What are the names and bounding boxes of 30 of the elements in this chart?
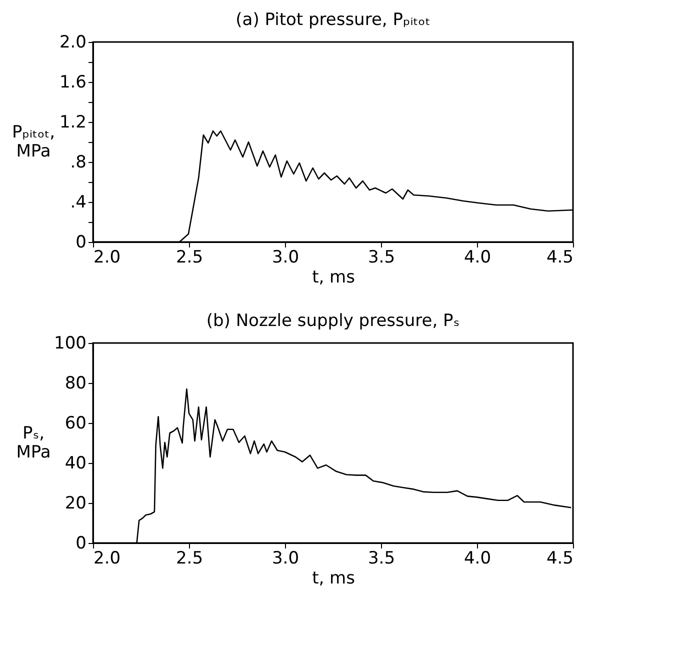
- x-tick-label: 3.5: [368, 248, 396, 268]
- y-tick-label: 80: [64, 374, 86, 394]
- y-tick-label: 100: [54, 334, 86, 354]
- y-tick-label: 0: [76, 534, 86, 554]
- y-tick-label: 1.2: [59, 112, 86, 132]
- y-tick-label: 40: [64, 454, 86, 474]
- chart-title: (a) Pitot pressure, Pₚᵢₜₒₜ: [236, 10, 430, 30]
- x-tick-label: 2.5: [176, 248, 204, 268]
- x-tick-label: 4.0: [464, 248, 492, 268]
- x-tick-label: 2.0: [94, 248, 121, 268]
- x-tick-label: 3.0: [272, 248, 300, 268]
- x-tick-label: 4.0: [464, 548, 492, 568]
- x-tick-label: 3.0: [272, 548, 300, 568]
- chart-title: (b) Nozzle supply pressure, Pₛ: [206, 311, 460, 331]
- x-tick-label: 2.0: [94, 548, 121, 568]
- y-tick-label: 1.6: [59, 72, 86, 92]
- y-tick-label: .8: [70, 152, 86, 172]
- x-tick-label: 4.5: [546, 248, 574, 268]
- y-axis-title: Pₛ, MPa: [16, 424, 51, 462]
- y-tick-label: 20: [64, 494, 86, 514]
- y-tick-label: 0: [76, 232, 86, 252]
- x-tick-label: 2.5: [176, 548, 204, 568]
- y-tick-label: 2.0: [59, 32, 86, 52]
- x-axis-title: t, ms: [312, 268, 356, 288]
- x-tick-label: 4.5: [546, 548, 574, 568]
- x-axis-title: t, ms: [312, 568, 356, 588]
- y-tick-label: 60: [64, 414, 86, 434]
- y-axis-title: Pₚᵢₜₒₜ, MPa: [12, 122, 56, 162]
- y-tick-label: .4: [70, 192, 86, 212]
- x-tick-label: 3.5: [368, 548, 396, 568]
